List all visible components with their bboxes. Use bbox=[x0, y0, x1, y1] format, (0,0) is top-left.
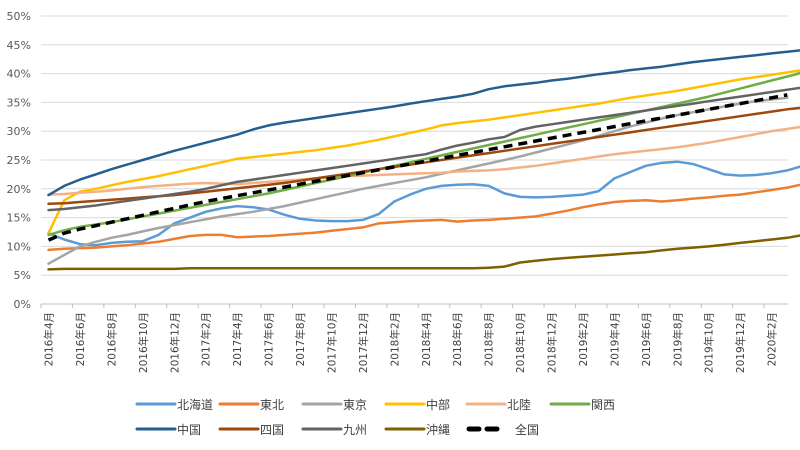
y-tick-label: 30% bbox=[7, 125, 31, 138]
series-line-東京 bbox=[47, 96, 789, 265]
y-tick-label: 5% bbox=[14, 269, 31, 282]
x-tick-label: 2018年12月 bbox=[546, 312, 559, 373]
x-tick-label: 2018年10月 bbox=[514, 312, 527, 373]
legend-label-関西: 関西 bbox=[591, 398, 615, 412]
x-tick-label: 2016年12月 bbox=[168, 312, 181, 373]
y-tick-label: 40% bbox=[7, 68, 31, 81]
x-tick-label: 2020年2月 bbox=[766, 312, 779, 366]
x-axis: 2016年4月 2016年6月 2016年8月 2016年10月 2016年12月 201… bbox=[40, 304, 779, 373]
x-tick-label: 2016年6月 bbox=[74, 312, 87, 366]
x-tick-label: 2017年4月 bbox=[231, 312, 244, 366]
series-line-沖縄 bbox=[47, 234, 800, 271]
x-tick-label: 2017年2月 bbox=[200, 312, 213, 366]
x-tick-label: 2016年8月 bbox=[105, 312, 118, 366]
legend-label-沖縄: 沖縄 bbox=[426, 422, 450, 437]
legend-label-中国: 中国 bbox=[177, 422, 201, 437]
x-tick-label: 2017年12月 bbox=[357, 312, 370, 373]
x-tick-label: 2019年12月 bbox=[734, 312, 747, 373]
series-line-中部 bbox=[47, 69, 800, 235]
x-tick-label: 2018年4月 bbox=[420, 312, 433, 366]
series-line-北海道 bbox=[47, 160, 800, 247]
x-tick-label: 2019年4月 bbox=[608, 312, 621, 366]
legend-label-中部: 中部 bbox=[426, 397, 450, 412]
legend-label-九州: 九州 bbox=[343, 423, 367, 437]
y-tick-label: 0% bbox=[14, 298, 31, 311]
series-line-中国 bbox=[47, 49, 800, 197]
y-tick-label: 50% bbox=[7, 10, 31, 23]
y-tick-label: 45% bbox=[7, 39, 31, 52]
y-tick-label: 10% bbox=[7, 240, 31, 253]
series-line-北陸 bbox=[47, 125, 800, 196]
y-tick-label: 20% bbox=[7, 183, 31, 196]
y-tick-label: 15% bbox=[7, 212, 31, 225]
x-tick-label: 2018年2月 bbox=[388, 312, 401, 366]
legend-label-北海道: 北海道 bbox=[177, 397, 213, 412]
x-tick-label: 2018年8月 bbox=[483, 312, 496, 366]
x-tick-label: 2016年4月 bbox=[43, 312, 56, 366]
x-tick-label: 2019年8月 bbox=[671, 312, 684, 366]
x-tick-label: 2017年10月 bbox=[325, 312, 338, 373]
series-line-全国 bbox=[47, 93, 788, 242]
y-tick-label: 25% bbox=[7, 154, 31, 167]
gridlines bbox=[41, 15, 788, 305]
series-line-九州 bbox=[47, 86, 800, 212]
x-tick-label: 2018年6月 bbox=[451, 312, 464, 366]
y-axis-ticks: 0% 5% 10% 15% 20% 25% 30% 35% 40% 45% 50% bbox=[7, 10, 31, 311]
series-lines bbox=[47, 49, 800, 271]
x-tick-label: 2017年6月 bbox=[263, 312, 276, 366]
x-tick-label: 2019年2月 bbox=[577, 312, 590, 366]
legend-label-全国: 全国 bbox=[515, 422, 539, 437]
x-tick-label: 2016年10月 bbox=[137, 312, 150, 373]
legend-label-東京: 東京 bbox=[343, 398, 367, 412]
legend-label-北陸: 北陸 bbox=[507, 398, 531, 412]
series-line-東北 bbox=[47, 183, 800, 252]
x-tick-label: 2017年8月 bbox=[294, 312, 307, 366]
legend-label-東北: 東北 bbox=[260, 398, 284, 412]
y-tick-label: 35% bbox=[7, 96, 31, 109]
x-tick-label: 2019年10月 bbox=[703, 312, 716, 373]
series-line-関西 bbox=[47, 71, 800, 237]
legend-label-四国: 四国 bbox=[260, 423, 284, 437]
x-tick-label: 2019年6月 bbox=[640, 312, 653, 366]
